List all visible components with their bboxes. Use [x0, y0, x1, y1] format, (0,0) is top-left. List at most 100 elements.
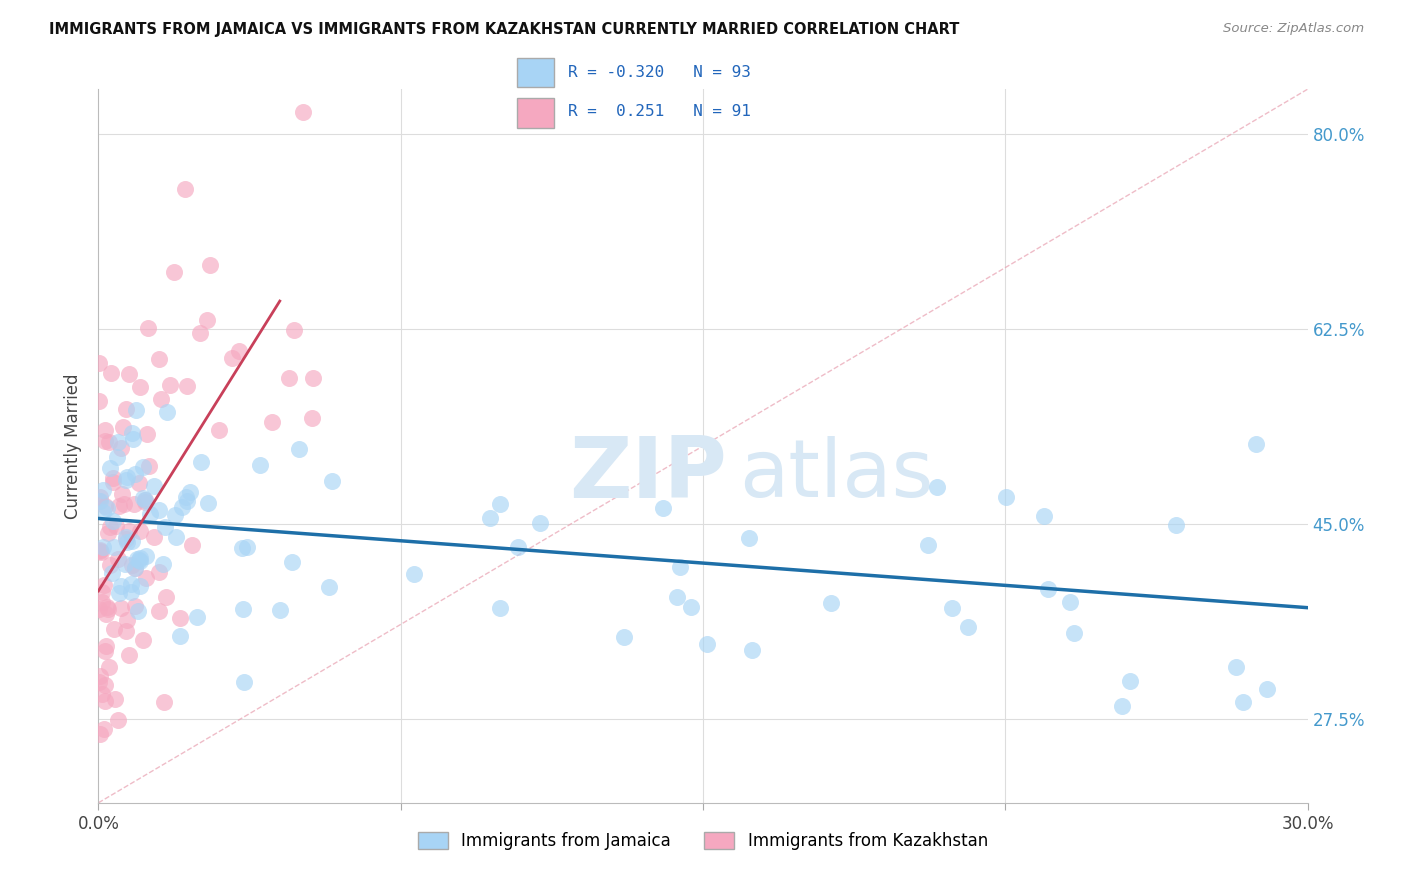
Point — [110, 441, 132, 455]
Point — [89, 494, 111, 508]
Point — [104, 518, 127, 533]
Point — [925, 480, 948, 494]
Point — [135, 571, 157, 585]
Point — [613, 630, 636, 644]
Point — [820, 596, 842, 610]
Text: IMMIGRANTS FROM JAMAICA VS IMMIGRANTS FROM KAZAKHSTAN CURRENTLY MARRIED CORRELAT: IMMIGRANTS FROM JAMAICA VS IMMIGRANTS FR… — [49, 22, 959, 37]
Point — [488, 600, 510, 615]
Point — [129, 524, 152, 538]
Point — [179, 485, 201, 500]
Point — [232, 602, 254, 616]
Point — [128, 552, 150, 566]
Point — [1038, 582, 1060, 596]
Y-axis label: Currently Married: Currently Married — [65, 373, 83, 519]
Point — [96, 607, 118, 621]
Point — [1244, 437, 1267, 451]
Point — [506, 540, 529, 554]
Point — [117, 470, 139, 484]
Point — [103, 622, 125, 636]
Point — [105, 450, 128, 465]
Point — [488, 497, 510, 511]
FancyBboxPatch shape — [517, 98, 554, 128]
Point — [124, 561, 146, 575]
Legend: Immigrants from Jamaica, Immigrants from Kazakhstan: Immigrants from Jamaica, Immigrants from… — [409, 824, 997, 859]
Point — [94, 694, 117, 708]
Point — [169, 611, 191, 625]
Point — [101, 514, 124, 528]
Point — [112, 420, 135, 434]
Point — [135, 549, 157, 563]
Point — [1119, 673, 1142, 688]
Point — [122, 432, 145, 446]
Point — [89, 543, 111, 558]
Point — [679, 600, 702, 615]
Point — [174, 490, 197, 504]
Point — [129, 551, 152, 566]
Point — [129, 579, 152, 593]
Point — [666, 591, 689, 605]
Point — [917, 538, 939, 552]
Point — [115, 473, 138, 487]
Point — [402, 567, 425, 582]
Point — [97, 659, 120, 673]
Point — [235, 541, 257, 555]
Point — [107, 435, 129, 450]
Point — [283, 323, 305, 337]
Point — [93, 578, 115, 592]
Point — [107, 500, 129, 514]
Point — [120, 577, 142, 591]
Point — [956, 619, 979, 633]
Point — [89, 544, 111, 558]
Point — [115, 613, 138, 627]
Point — [94, 423, 117, 437]
Point — [228, 344, 250, 359]
Point — [110, 579, 132, 593]
Point — [1111, 699, 1133, 714]
Point — [124, 561, 146, 575]
Point — [138, 459, 160, 474]
Point — [115, 402, 138, 417]
Point — [994, 490, 1017, 504]
Point — [287, 442, 309, 456]
Point — [118, 648, 141, 662]
Point — [148, 603, 170, 617]
Point — [318, 580, 340, 594]
Point — [96, 600, 118, 615]
Point — [188, 326, 211, 341]
Point — [143, 530, 166, 544]
Point — [181, 538, 204, 552]
Text: ZIP: ZIP — [569, 433, 727, 516]
Point — [321, 475, 343, 489]
Point — [127, 604, 149, 618]
Point — [96, 500, 118, 515]
Point — [741, 642, 763, 657]
Point — [120, 584, 142, 599]
Point — [101, 471, 124, 485]
Point — [738, 532, 761, 546]
Point — [669, 560, 692, 574]
Point — [98, 558, 121, 573]
Point — [148, 565, 170, 579]
Point — [478, 511, 501, 525]
Point — [941, 600, 963, 615]
Point — [131, 632, 153, 647]
Point — [110, 600, 132, 615]
Point — [94, 644, 117, 658]
Point — [91, 687, 114, 701]
Point — [89, 490, 111, 504]
Point — [89, 394, 111, 409]
Point — [129, 379, 152, 393]
Point — [302, 370, 325, 384]
Text: Source: ZipAtlas.com: Source: ZipAtlas.com — [1223, 22, 1364, 36]
Point — [89, 493, 111, 508]
Point — [231, 541, 253, 555]
Point — [152, 557, 174, 571]
Text: R = -0.320   N = 93: R = -0.320 N = 93 — [568, 65, 751, 80]
Point — [121, 533, 143, 548]
Point — [117, 524, 139, 538]
Point — [269, 603, 291, 617]
Point — [134, 492, 156, 507]
Point — [104, 692, 127, 706]
Point — [156, 404, 179, 418]
Point — [197, 496, 219, 510]
